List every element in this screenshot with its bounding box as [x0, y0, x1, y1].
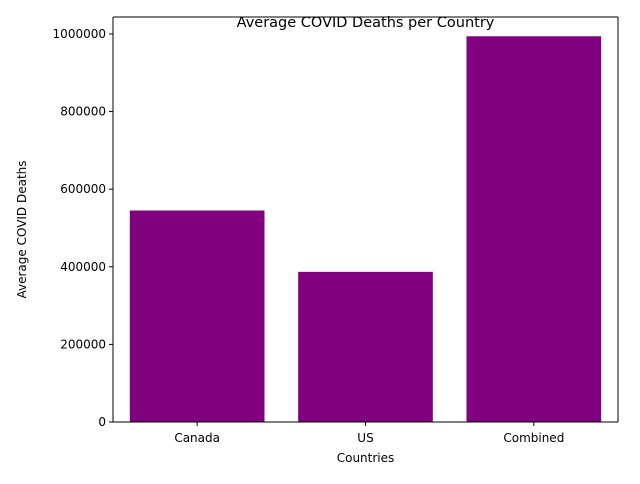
bar-us — [298, 271, 433, 422]
y-tick-label: 1000000 — [53, 27, 106, 41]
x-axis-ticks: Canada US Combined — [174, 422, 564, 445]
x-tick-label: US — [357, 431, 373, 445]
y-axis-label: Average COVID Deaths — [15, 160, 29, 298]
y-axis-ticks: 0 200000 400000 600000 800000 1000000 — [53, 27, 113, 429]
x-tick-label: Combined — [503, 431, 564, 445]
y-tick-label: 600000 — [60, 182, 106, 196]
x-axis-label: Countries — [337, 451, 395, 465]
chart-title: Average COVID Deaths per Country — [237, 15, 495, 31]
bar-combined — [466, 36, 602, 422]
x-tick-label: Canada — [174, 431, 220, 445]
y-tick-label: 400000 — [60, 260, 106, 274]
y-tick-label: 200000 — [60, 337, 106, 351]
y-tick-label: 0 — [98, 415, 106, 429]
bar-canada — [129, 210, 265, 422]
y-tick-label: 800000 — [60, 105, 106, 119]
bars-group — [129, 36, 602, 422]
